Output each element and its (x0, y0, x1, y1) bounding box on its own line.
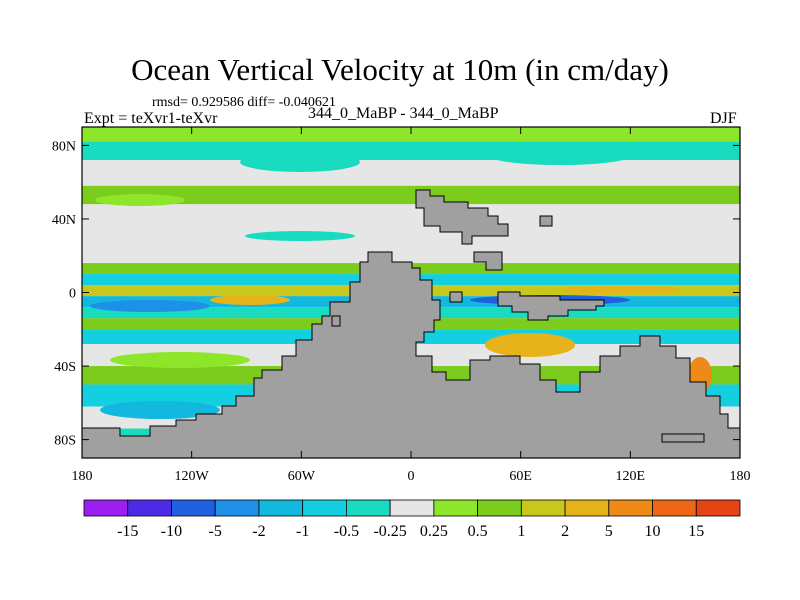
colorbar-swatch (652, 499, 697, 517)
colorbar-swatch (477, 499, 522, 517)
field-patch (90, 300, 210, 312)
field-patch (110, 352, 250, 368)
zonal-band (82, 204, 740, 264)
season-label: DJF (710, 110, 737, 127)
small-island-west (331, 315, 341, 327)
small-island-north (539, 215, 553, 227)
x-axis: 180 120W 60W 0 60E 120E 180 (72, 127, 751, 484)
colorbar-label: -5 (209, 523, 222, 540)
x-tick-label: 120E (616, 469, 646, 484)
colorbar-label: 15 (688, 523, 704, 540)
southern-continent (82, 251, 740, 458)
field-patch (95, 194, 185, 206)
colorbar-label: -15 (117, 523, 138, 540)
colorbar-swatch (83, 499, 129, 517)
chart-title: Ocean Vertical Velocity at 10m (in cm/da… (131, 52, 669, 87)
y-tick-label: 80N (52, 139, 76, 154)
field-patch (560, 286, 680, 294)
x-tick-label: 60W (288, 469, 316, 484)
y-tick-label: 40N (52, 213, 76, 228)
field-patch (210, 295, 290, 305)
colorbar-swatch (564, 499, 610, 517)
zonal-band (82, 127, 740, 142)
field-patches (90, 147, 712, 419)
colorbar-swatch (433, 499, 479, 517)
x-tick-label: 180 (730, 469, 751, 484)
colorbar-label: 10 (645, 523, 661, 540)
colorbar-swatch (389, 499, 435, 517)
field-patch (100, 401, 220, 419)
colorbar-swatch (258, 499, 304, 517)
colorbar-swatch (695, 499, 741, 517)
colorbar-label: -0.5 (334, 523, 359, 540)
x-tick-label: 60E (509, 469, 532, 484)
field-patch (245, 231, 355, 241)
colorbar-swatch (520, 499, 566, 517)
colorbar-label: -1 (296, 523, 309, 540)
colorbar-swatch (171, 499, 216, 517)
northern-continent (415, 189, 509, 245)
colorbar-swatch (302, 499, 347, 517)
x-tick-label: 180 (72, 469, 93, 484)
zonal-band (82, 141, 740, 161)
x-tick-label: 0 (408, 469, 415, 484)
field-patch (490, 147, 630, 165)
land-masses (82, 189, 740, 458)
eastern-island (497, 291, 605, 321)
small-island-mid (449, 291, 463, 303)
y-tick-label: 0 (69, 287, 76, 302)
comparison-label: 344_0_MaBP - 344_0_MaBP (308, 105, 499, 122)
colorbar: -15 -10 -5 -2 -1 -0.5 -0.25 0.25 0.5 1 2 5 10 15 (83, 499, 741, 540)
colorbar-swatch (214, 499, 260, 517)
small-island-south (661, 433, 705, 443)
colorbar-swatch (127, 499, 172, 517)
field-patch (485, 333, 575, 357)
colorbar-label: 5 (605, 523, 613, 540)
colorbar-label: -10 (161, 523, 182, 540)
zonal-band (82, 160, 740, 186)
inland-patch (473, 251, 503, 271)
x-tick-label: 120W (175, 469, 210, 484)
colorbar-label: 2 (561, 523, 569, 540)
field-layer (82, 127, 740, 458)
colorbar-label: 0.5 (468, 523, 488, 540)
colorbar-label: 0.25 (420, 523, 448, 540)
zonal-band (82, 185, 740, 205)
colorbar-label: -2 (252, 523, 265, 540)
colorbar-swatch (345, 499, 391, 517)
field-patch (240, 152, 360, 172)
colorbar-swatch (608, 499, 653, 517)
y-tick-label: 40S (54, 360, 76, 375)
stats-line: rmsd= 0.929586 diff= -0.040621 (152, 95, 336, 110)
colorbar-label: 1 (517, 523, 525, 540)
y-tick-label: 80S (54, 434, 76, 449)
y-axis: 80N 40N 0 40S 80S (52, 139, 740, 449)
experiment-label: Expt = teXvr1-teXvr (84, 110, 218, 127)
colorbar-label: -0.25 (373, 523, 406, 540)
